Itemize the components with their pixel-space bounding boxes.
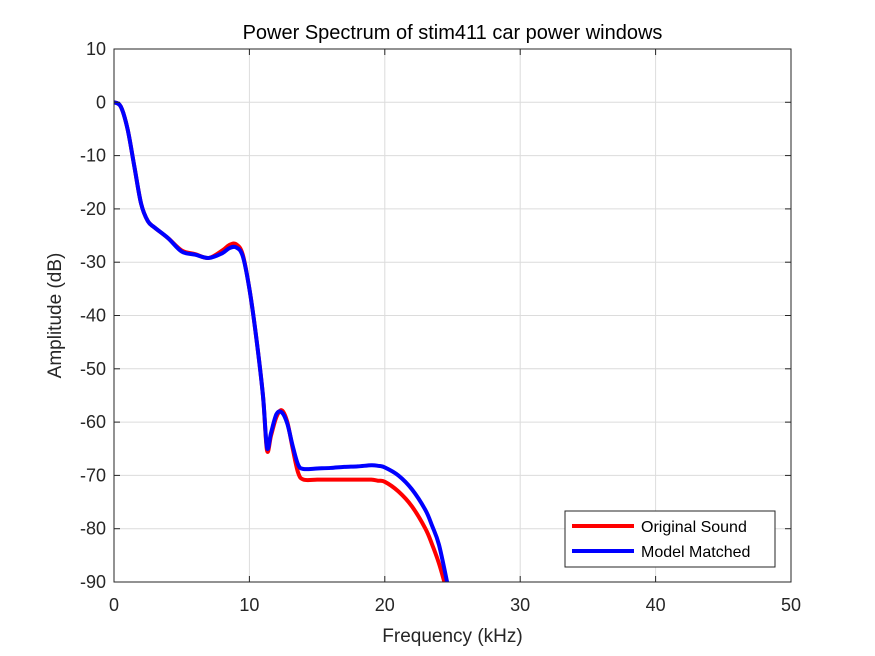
y-tick-label: -50 xyxy=(80,359,106,379)
series-layer xyxy=(114,100,450,582)
y-tick-label: -60 xyxy=(80,412,106,432)
y-tick-label: -30 xyxy=(80,252,106,272)
y-tick-label: -40 xyxy=(80,306,106,326)
x-tick-label: 50 xyxy=(781,595,801,615)
x-tick-label: 20 xyxy=(375,595,395,615)
y-tick-label: -20 xyxy=(80,199,106,219)
legend-label-original-sound: Original Sound xyxy=(641,519,747,536)
y-axis-label: Amplitude (dB) xyxy=(45,253,66,379)
legend: Original Sound Model Matched xyxy=(564,510,776,568)
y-tick-label: 0 xyxy=(96,92,106,112)
x-tick-label: 10 xyxy=(239,595,259,615)
x-tick-label: 40 xyxy=(646,595,666,615)
series-line-original-sound xyxy=(114,100,447,582)
y-tick-label: 10 xyxy=(86,39,106,59)
grid-lines xyxy=(113,48,792,583)
axis-ticks xyxy=(113,48,792,583)
y-tick-label: -90 xyxy=(80,572,106,592)
x-tick-label: 30 xyxy=(510,595,530,615)
legend-label-model-matched: Model Matched xyxy=(641,544,750,561)
chart-title: Power Spectrum of stim411 car power wind… xyxy=(243,22,663,44)
legend-box xyxy=(564,510,776,568)
y-tick-labels: 10 0 -10 -20 -30 -40 -50 -60 -70 -80 -90 xyxy=(80,39,106,592)
x-axis-label: Frequency (kHz) xyxy=(382,626,522,647)
x-tick-labels: 0 10 20 30 40 50 xyxy=(109,595,801,615)
y-tick-label: -10 xyxy=(80,146,106,166)
y-tick-label: -70 xyxy=(80,465,106,485)
series-line-model-matched xyxy=(114,100,450,582)
y-tick-label: -80 xyxy=(80,519,106,539)
x-tick-label: 0 xyxy=(109,595,119,615)
